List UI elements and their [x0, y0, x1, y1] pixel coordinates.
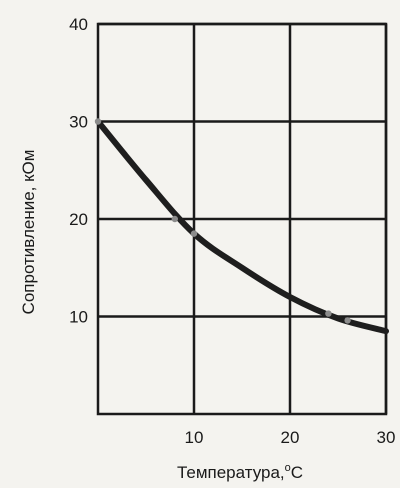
tick-labels: 10 20 30 10 20 30 40 [69, 15, 395, 447]
y-tick-label-10: 10 [69, 308, 88, 327]
data-point-0 [94, 118, 102, 125]
x-tick-label-30: 30 [377, 428, 396, 447]
y-tick-label-30: 30 [69, 113, 88, 132]
x-axis-label-text: Температура, [177, 463, 285, 482]
y-tick-label-20: 20 [69, 210, 88, 229]
plot-area [94, 118, 389, 335]
degree-sign: о [285, 462, 291, 474]
data-point-3 [325, 310, 332, 317]
x-tick-label-10: 10 [185, 428, 204, 447]
x-axis-label: Температура,оС [177, 462, 303, 482]
x-axis-unit: С [291, 463, 303, 482]
data-point-2 [190, 230, 198, 237]
y-axis-label: Сопротивление, кОм [19, 150, 38, 315]
y-tick-label-40: 40 [69, 15, 88, 34]
data-point-1 [171, 215, 178, 223]
data-point-4 [344, 317, 351, 324]
grid [96, 22, 388, 416]
series-line-0 [95, 118, 389, 335]
x-tick-label-20: 20 [281, 428, 300, 447]
